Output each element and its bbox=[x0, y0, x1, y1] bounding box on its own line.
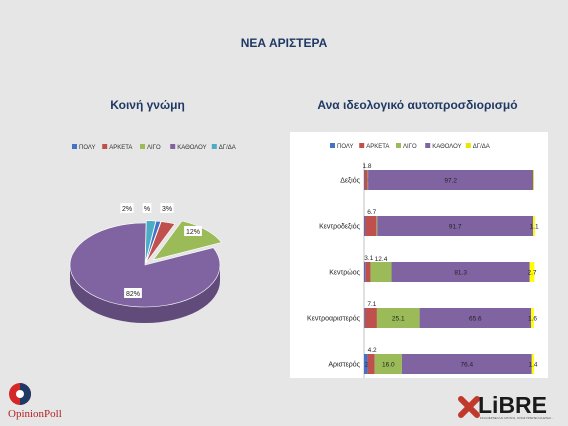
pie-slice-λιγο bbox=[152, 220, 223, 261]
bar-segment-λιγο bbox=[376, 216, 378, 236]
bar-segment-καθολου bbox=[419, 308, 532, 328]
libre-logo-mark bbox=[458, 396, 480, 418]
pie-slice-αρκετα bbox=[145, 221, 176, 263]
pie-legend-swatch bbox=[72, 144, 77, 149]
pie-data-label: 12% bbox=[186, 229, 200, 236]
bar-data-label: 1.4 bbox=[528, 362, 537, 369]
pie-chart-title: Κοινή γνώμη bbox=[110, 98, 185, 112]
bar-data-label: 1.1 bbox=[530, 224, 539, 231]
bar-category-label: Αριστερός bbox=[328, 361, 360, 369]
pie-legend-swatch bbox=[170, 144, 176, 149]
pie-data-label-bg bbox=[142, 203, 152, 213]
bar-segment-καθολου bbox=[391, 262, 530, 282]
bar-segment-αρκετα bbox=[364, 170, 368, 190]
bar-data-label: 3.1 bbox=[364, 255, 373, 262]
pie-legend-swatch bbox=[102, 144, 108, 149]
bar-legend-swatch bbox=[425, 143, 431, 148]
bar-data-label: 12.4 bbox=[375, 256, 388, 263]
pie-data-label: 3% bbox=[162, 206, 172, 213]
pie-data-label: 2% bbox=[122, 206, 132, 213]
bar-segment-πολυ bbox=[364, 170, 365, 190]
bar-data-label: 91.7 bbox=[449, 224, 462, 231]
bar-legend-label: ΚΑΘΟΛΟΥ bbox=[432, 144, 461, 150]
bar-chart-title: Ανα ιδεολογικό αυτοπροσδιορισμό bbox=[317, 98, 518, 112]
pie-data-label-bg bbox=[120, 203, 134, 213]
bar-chart-panel: ΠΟΛΥΑΡΚΕΤΑΛΙΓΟΚΑΘΟΛΟΥΔΓ/ΔΑΔεξιός0.31.897… bbox=[290, 132, 548, 392]
bar-segment-αρκετα bbox=[365, 216, 377, 236]
bar-segment-λιγο bbox=[370, 262, 392, 282]
bar-data-label: 76.4 bbox=[461, 362, 474, 369]
pie-legend-label: ΚΑΘΟΛΟΥ bbox=[177, 145, 206, 151]
bar-segment-δγ/δα bbox=[529, 262, 535, 282]
bar-legend-swatch bbox=[465, 143, 471, 148]
libre-logo-text: LiBRE bbox=[478, 392, 547, 418]
page-title: ΝΕΑ ΑΡΙΣΤΕΡΑ bbox=[240, 36, 328, 50]
pie-slice-πολυ bbox=[145, 220, 162, 263]
bar-segment-καθολου bbox=[377, 216, 534, 236]
pie-legend-label: ΑΡΚΕΤΑ bbox=[109, 145, 132, 151]
pie-slice-δγ/δα bbox=[145, 220, 157, 263]
bar-data-label: 4.2 bbox=[368, 347, 377, 354]
bar-category-label: Δεξιός bbox=[340, 177, 360, 185]
bar-segment-πολυ bbox=[364, 262, 366, 282]
bar-segment-λιγο bbox=[367, 170, 369, 190]
bar-data-label: 25.1 bbox=[392, 316, 405, 323]
bar-segment-πολυ bbox=[364, 308, 365, 328]
bar-data-label: 6.7 bbox=[367, 209, 376, 216]
pie-data-label-bg bbox=[184, 226, 202, 236]
bar-data-label: 1.8 bbox=[363, 163, 372, 170]
pie-legend-swatch bbox=[211, 144, 217, 149]
opinionpoll-logo-text: OpinionPoll bbox=[8, 408, 62, 420]
bar-segment-καθολου bbox=[401, 354, 532, 374]
opinionpoll-logo: OpinionPoll bbox=[8, 382, 62, 420]
pie-legend-label: ΠΟΛΥ bbox=[79, 145, 95, 151]
bar-segment-αρκετα bbox=[367, 354, 375, 374]
bar-segment-αρκετα bbox=[364, 308, 377, 328]
bar-segment-αρκετα bbox=[365, 262, 371, 282]
pie-legend-label: ΔΓ/ΔΑ bbox=[219, 145, 236, 151]
bar-data-label: 81.3 bbox=[454, 270, 467, 277]
bar-category-label: Κεντροαριστερός bbox=[307, 315, 361, 323]
pie-data-label-bg bbox=[124, 288, 142, 298]
bar-category-label: Κεντροδεξιός bbox=[319, 223, 361, 231]
libre-logo: LiBRE ΣΚΑΛΙΕΡΝΕΙ ΚΑΙ ΑΠΟΨΗ, ΟΠΩΣ ΠΡΕΠΕΙ … bbox=[458, 392, 558, 422]
pie-slice-καθολου bbox=[69, 222, 221, 308]
bar-data-label: 65.6 bbox=[469, 316, 482, 323]
pie-data-label: % bbox=[144, 206, 150, 213]
bar-data-label: 7.1 bbox=[367, 301, 376, 308]
bar-segment-δγ/δα bbox=[531, 308, 534, 328]
bar-segment-καθολου bbox=[368, 170, 534, 190]
bar-category-label: Κεντρώος bbox=[329, 269, 360, 277]
bar-legend-swatch bbox=[359, 143, 365, 148]
bar-data-label: 16.0 bbox=[382, 362, 395, 369]
pie-legend-label: ΛΙΓΟ bbox=[147, 145, 161, 151]
bar-segment-δγ/δα bbox=[533, 170, 534, 190]
bar-segment-δγ/δα bbox=[531, 354, 535, 374]
libre-tagline: ΣΚΑΛΙΕΡΝΕΙ ΚΑΙ ΑΠΟΨΗ, ΟΠΩΣ ΠΡΕΠΕΙ ΝΑ ΕΙΝ… bbox=[480, 416, 554, 420]
pie-chart: ΠΟΛΥ ΑΡΚΕΤΑ ΛΙΓΟ ΚΑΘΟΛΟΥ ΔΓ/ΔΑ% 3% 12% 82% 2% bbox=[69, 144, 236, 323]
bar-legend-label: ΔΓ/ΔΑ bbox=[473, 144, 490, 150]
bar-legend-label: ΛΙΓΟ bbox=[403, 144, 417, 150]
bar-segment-πολυ bbox=[364, 216, 366, 236]
opinionpoll-logo-mark bbox=[9, 383, 31, 405]
bar-data-label: 2.7 bbox=[528, 270, 537, 277]
pie-data-label-bg bbox=[160, 203, 174, 213]
bar-legend-swatch bbox=[330, 143, 335, 148]
bar-legend-label: ΠΟΛΥ bbox=[337, 144, 353, 150]
pie-data-label: 82% bbox=[126, 291, 140, 298]
bar-segment-λιγο bbox=[376, 308, 420, 328]
bar-legend-label: ΑΡΚΕΤΑ bbox=[366, 144, 389, 150]
bar-segment-πολυ bbox=[364, 354, 368, 374]
bar-segment-δγ/δα bbox=[533, 216, 536, 236]
bar-data-label: 1.6 bbox=[528, 316, 537, 323]
bar-legend-swatch bbox=[396, 143, 401, 148]
stacked-bar-chart: ΠΟΛΥΑΡΚΕΤΑΛΙΓΟΚΑΘΟΛΟΥΔΓ/ΔΑΔεξιός0.31.897… bbox=[307, 143, 539, 392]
bar-data-label: 97.2 bbox=[444, 178, 457, 185]
pie-slice-side bbox=[70, 265, 220, 323]
bar-segment-λιγο bbox=[374, 354, 402, 374]
pie-legend-swatch bbox=[140, 144, 145, 149]
